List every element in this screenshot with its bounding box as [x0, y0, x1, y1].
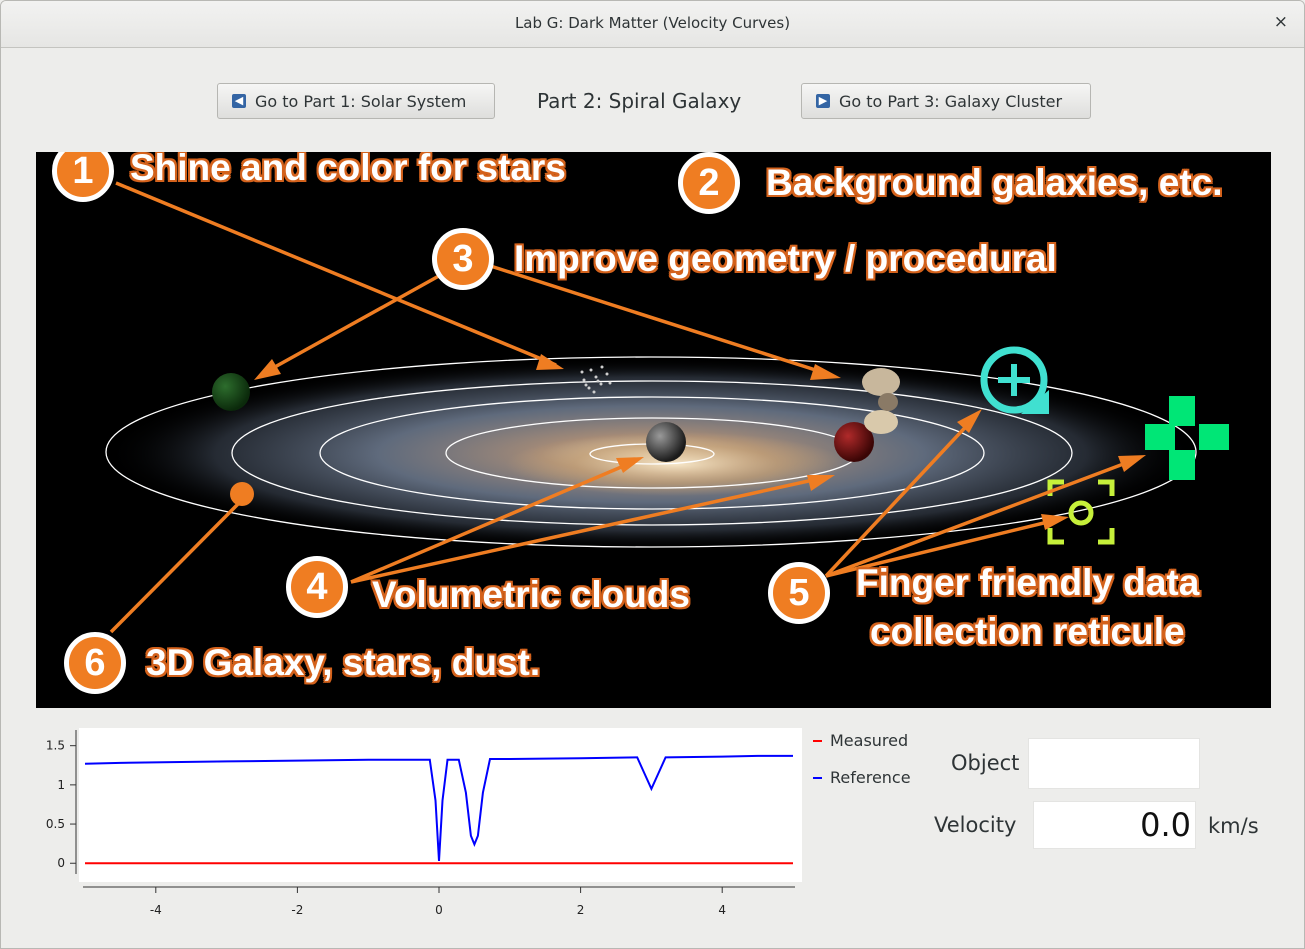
galaxy-3d-viewport[interactable]: 1 Shine and color for stars 2 Background… [36, 152, 1271, 708]
annotation-1-text: Shine and color for stars [130, 152, 566, 188]
go-to-part3-button[interactable]: ▶ Go to Part 3: Galaxy Cluster [801, 83, 1091, 119]
annotation-5-text: Finger friendly data [856, 562, 1200, 603]
legend-measured: Measured [813, 731, 911, 768]
x-tick-label: 0 [435, 903, 443, 917]
chart-legend: Measured Reference [813, 731, 911, 805]
legend-reference-label: Reference [830, 768, 911, 787]
rocky-object[interactable] [862, 368, 900, 434]
velocity-field[interactable]: 0.0 [1033, 801, 1196, 849]
annotation-3-number: 3 [432, 228, 494, 290]
annotation-4-number: 4 [286, 556, 348, 618]
reference-swatch [813, 777, 822, 779]
zoom-reticle[interactable] [980, 346, 1049, 414]
part-title: Part 2: Spiral Galaxy [537, 89, 742, 113]
annotation-5-number: 5 [768, 562, 830, 624]
annotation-6-text: 3D Galaxy, stars, dust. [146, 642, 541, 683]
velocity-curve-chart[interactable]: 0 0.5 1 1.5 -4 -2 0 2 4 [31, 724, 806, 924]
x-tick-label: 4 [718, 903, 726, 917]
x-tick-label: 2 [577, 903, 585, 917]
velocity-value: 0.0 [1140, 806, 1191, 844]
annotation-3-text: Improve geometry / procedural [514, 238, 1057, 279]
x-tick-label: -4 [150, 903, 162, 917]
legend-measured-label: Measured [830, 731, 909, 750]
measured-swatch [813, 740, 822, 742]
y-tick-label: 1.5 [46, 739, 65, 753]
y-tick-label: 0.5 [46, 817, 65, 831]
green-planet[interactable] [212, 373, 250, 411]
target-reticle[interactable] [1047, 479, 1115, 545]
object-field[interactable] [1028, 738, 1200, 789]
arrow-left-icon: ◀ [232, 94, 246, 108]
annotation-2-text: Background galaxies, etc. [766, 162, 1223, 203]
y-tick-label: 0 [57, 856, 65, 870]
close-icon[interactable]: × [1273, 12, 1288, 32]
velocity-unit: km/s [1208, 814, 1259, 838]
x-tick-label: -2 [291, 903, 303, 917]
annotation-arrows [109, 181, 1146, 634]
dark-planet[interactable] [646, 422, 686, 462]
go-to-part3-label: Go to Part 3: Galaxy Cluster [839, 91, 1063, 111]
window-title: Lab G: Dark Matter (Velocity Curves) [514, 14, 791, 32]
legend-reference: Reference [813, 768, 911, 805]
title-bar[interactable]: Lab G: Dark Matter (Velocity Curves) × [1, 1, 1304, 48]
annotation-4-text: Volumetric clouds [372, 574, 690, 615]
annotation-5-text-line2: collection reticule [870, 611, 1185, 652]
annotation-1-number: 1 [52, 152, 114, 202]
velocity-label: Velocity [934, 813, 1017, 837]
reference-series-line [84, 754, 793, 861]
annotation-6-number: 6 [64, 632, 126, 694]
galaxy-scene [105, 181, 1229, 634]
go-to-part1-button[interactable]: ◀ Go to Part 1: Solar System [217, 83, 495, 119]
object-label: Object [951, 751, 1020, 775]
go-to-part1-label: Go to Part 1: Solar System [255, 91, 467, 111]
dust-marker [230, 482, 254, 506]
star-cluster[interactable] [580, 365, 612, 394]
plot-area [79, 728, 802, 882]
arrow-right-icon: ▶ [816, 94, 830, 108]
annotation-2-number: 2 [678, 152, 740, 214]
red-planet[interactable] [834, 422, 874, 462]
y-tick-label: 1 [57, 778, 65, 792]
move-control[interactable] [1145, 396, 1229, 480]
